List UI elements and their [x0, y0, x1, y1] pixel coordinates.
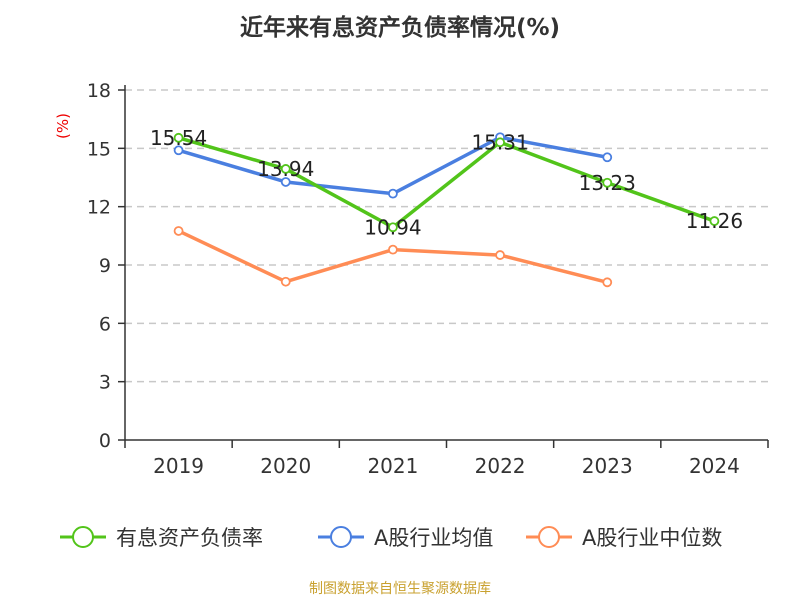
data-point	[388, 188, 398, 199]
y-tick-label: 15	[87, 138, 111, 160]
x-tick-label: 2021	[367, 454, 418, 478]
y-tick-label: 6	[99, 313, 111, 335]
legend-label: 有息资产负债率	[116, 526, 263, 550]
x-tick-label: 2022	[475, 454, 526, 478]
y-tick-label: 0	[99, 430, 111, 452]
data-point	[280, 177, 291, 187]
y-tick-label: 12	[87, 197, 111, 219]
series-line	[178, 135, 608, 196]
data-label: 15.54	[150, 126, 207, 150]
data-label: 13.23	[579, 171, 636, 195]
chart-title: 近年来有息资产负债率情况(%)	[239, 15, 561, 41]
data-point	[495, 250, 505, 260]
data-point	[388, 222, 398, 233]
data-point	[280, 276, 291, 287]
data-point	[173, 132, 184, 143]
data-point	[388, 244, 398, 255]
data-point	[709, 216, 720, 226]
source-footer: 制图数据来自恒生聚源数据库	[309, 581, 491, 597]
data-label: 11.26	[686, 209, 743, 233]
x-tick-label: 2024	[689, 454, 740, 478]
legend-marker-icon	[72, 526, 94, 548]
y-tick-label: 18	[87, 80, 111, 102]
legend-marker-icon	[330, 526, 352, 548]
data-label: 10.94	[364, 215, 421, 239]
data-point	[280, 164, 291, 174]
data-point	[495, 137, 505, 148]
legend-label: A股行业中位数	[582, 526, 722, 550]
data-label: 13.94	[257, 157, 314, 181]
x-tick-label: 2023	[582, 454, 633, 478]
data-point	[602, 177, 613, 188]
data-label: 15.31	[471, 130, 528, 154]
x-tick-label: 2019	[153, 454, 204, 478]
data-point	[602, 277, 613, 288]
data-point	[173, 145, 184, 156]
legend-marker-icon	[538, 526, 560, 548]
y-tick-label: 9	[99, 255, 111, 277]
legend-label: A股行业均值	[374, 526, 493, 550]
data-point	[602, 152, 613, 163]
x-tick-label: 2020	[260, 454, 311, 478]
y-axis-label: (%)	[54, 113, 72, 139]
data-point	[173, 226, 184, 236]
y-tick-label: 3	[99, 372, 111, 394]
series-line	[178, 136, 716, 230]
